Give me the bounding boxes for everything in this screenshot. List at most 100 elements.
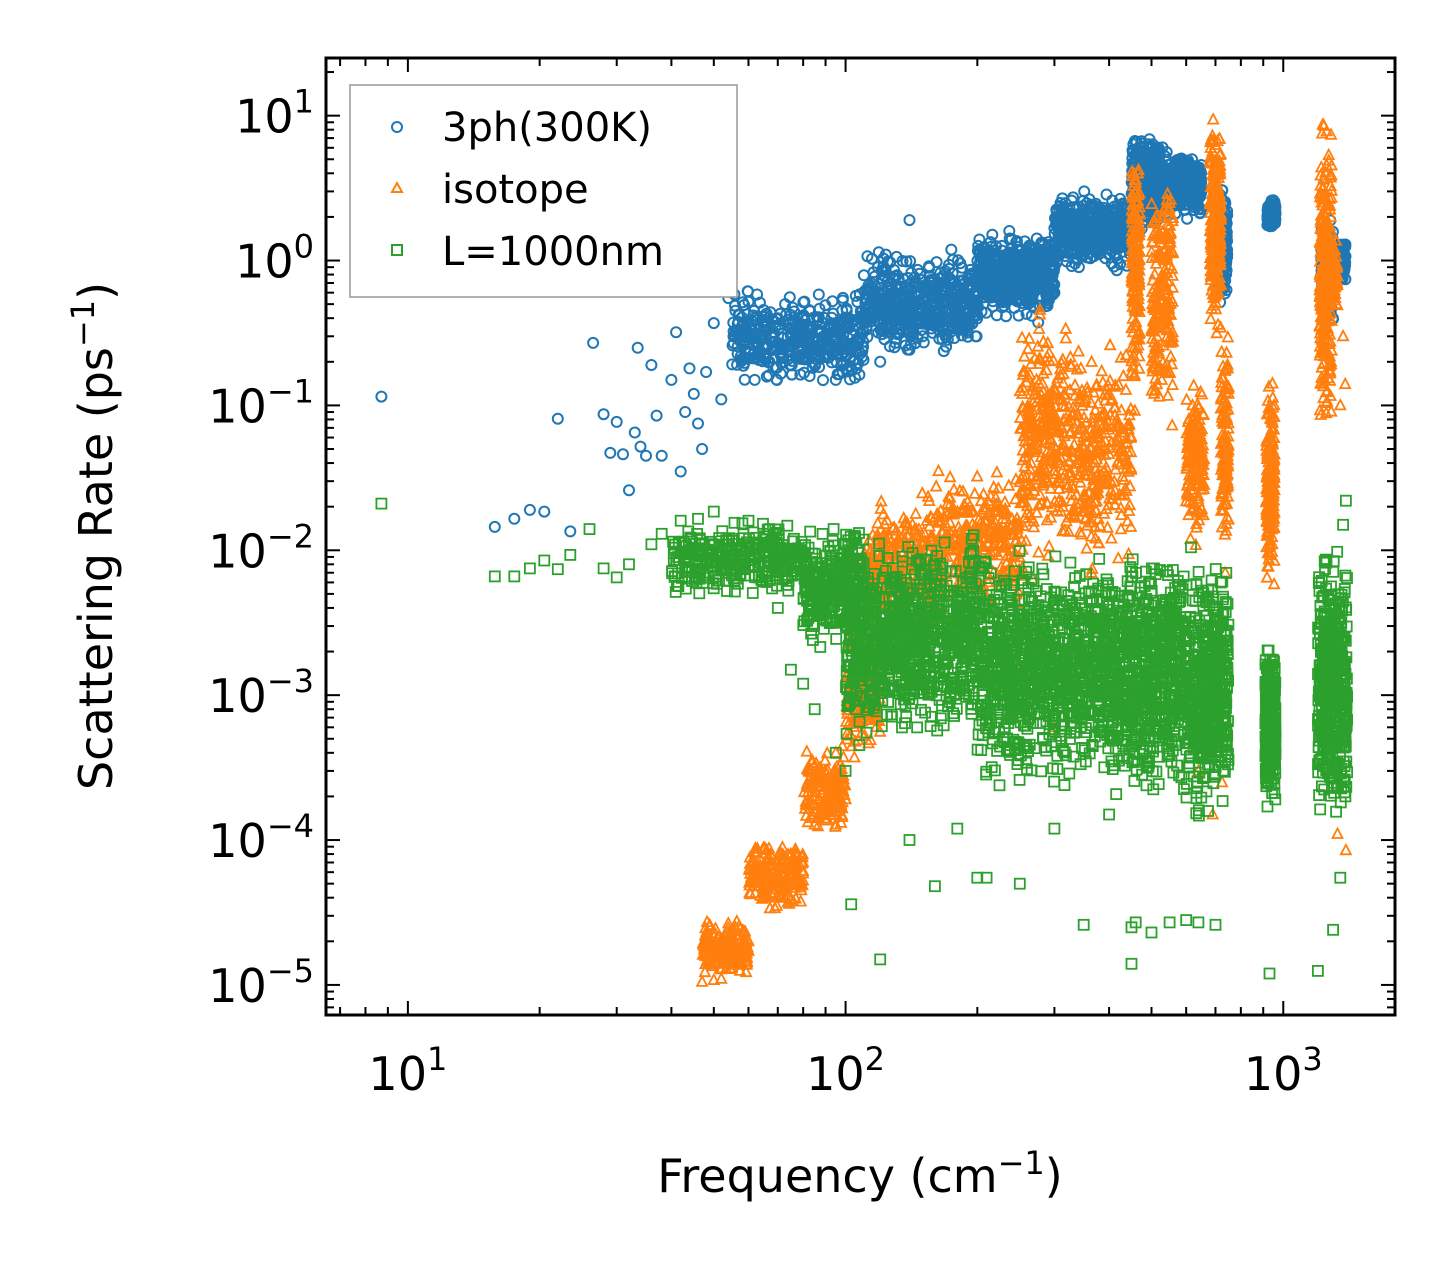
- data-point-circle-0: [623, 484, 635, 497]
- data-point-circle-0: [683, 362, 696, 375]
- data-point-circle-0: [726, 339, 739, 352]
- data-point-circle-0: [761, 325, 773, 337]
- data-point-circle-0: [813, 361, 826, 373]
- data-point-circle-0: [774, 349, 787, 361]
- data-point-circle-0: [738, 373, 751, 386]
- data-point-circle-0: [842, 313, 855, 326]
- data-point-circle-0: [743, 331, 756, 344]
- data-point-circle-0: [784, 309, 797, 321]
- data-point-triangle-1: [847, 750, 861, 763]
- data-point-circle-0: [819, 299, 832, 312]
- data-point-circle-0: [737, 359, 750, 372]
- data-point-circle-0: [853, 368, 866, 381]
- data-point-triangle-1: [1032, 545, 1045, 558]
- data-point-circle-0: [791, 322, 804, 335]
- data-point-circle-0: [604, 446, 617, 459]
- data-point-circle-0: [650, 409, 663, 422]
- data-point-triangle-1: [915, 485, 929, 499]
- data-point-circle-0: [715, 393, 728, 406]
- data-point-triangle-1: [990, 465, 1004, 478]
- data-point-circle-0: [759, 350, 772, 363]
- data-point-circle-0: [852, 357, 865, 370]
- data-point-circle-0: [903, 214, 916, 227]
- data-point-circle-0: [665, 373, 678, 386]
- data-point-circle-0: [743, 342, 756, 355]
- data-point-circle-0: [851, 336, 864, 349]
- data-point-triangle-1: [871, 516, 885, 529]
- data-point-circle-0: [628, 426, 641, 439]
- markers-layer: [375, 112, 1353, 987]
- data-point-circle-0: [844, 373, 856, 386]
- data-point-circle-0: [856, 345, 869, 357]
- data-point-circle-0: [798, 366, 810, 379]
- data-point-circle-0: [538, 505, 551, 518]
- data-point-circle-0: [812, 288, 825, 301]
- data-point-circle-0: [488, 520, 501, 533]
- data-point-triangle-1: [932, 463, 945, 477]
- data-point-triangle-1: [929, 479, 943, 492]
- data-point-circle-0: [645, 359, 658, 371]
- data-point-circle-0: [794, 334, 807, 347]
- data-point-circle-0: [679, 406, 692, 418]
- data-point-circle-0: [817, 374, 829, 387]
- data-point-circle-0: [758, 314, 771, 327]
- data-point-circle-0: [692, 417, 704, 430]
- data-point-circle-0: [1100, 188, 1113, 201]
- data-point-triangle-1: [943, 469, 957, 483]
- data-point-circle-0: [597, 408, 610, 421]
- data-point-circle-0: [857, 269, 870, 282]
- data-point-circle-0: [795, 348, 807, 361]
- data-point-circle-0: [856, 351, 868, 363]
- data-point-circle-0: [729, 324, 742, 337]
- data-point-circle-0: [655, 449, 668, 462]
- data-point-circle-0: [508, 512, 521, 525]
- data-point-circle-0: [631, 341, 644, 354]
- data-point-circle-0: [945, 243, 958, 256]
- data-point-circle-0: [700, 366, 713, 378]
- data-point-circle-0: [848, 353, 861, 366]
- data-point-circle-0: [813, 302, 826, 315]
- data-point-circle-0: [610, 415, 623, 428]
- data-point-circle-0: [812, 314, 825, 327]
- data-point-circle-0: [836, 294, 849, 307]
- data-point-circle-0: [840, 362, 853, 375]
- data-point-triangle-1: [1042, 539, 1056, 552]
- data-point-triangle-1: [800, 744, 814, 757]
- data-point-circle-0: [753, 296, 766, 309]
- data-point-circle-0: [551, 412, 564, 425]
- data-point-circle-0: [818, 311, 831, 324]
- data-point-circle-0: [751, 314, 764, 326]
- data-point-circle-0: [762, 369, 775, 382]
- data-point-circle-0: [797, 296, 810, 309]
- data-point-circle-0: [707, 317, 720, 330]
- data-point-triangle-1: [968, 486, 982, 499]
- data-point-circle-0: [732, 308, 745, 321]
- data-point-circle-0: [771, 361, 784, 374]
- data-point-circle-0: [564, 525, 577, 538]
- data-point-circle-0: [824, 342, 837, 355]
- data-point-circle-0: [523, 503, 536, 516]
- data-point-circle-0: [785, 359, 798, 372]
- data-point-circle-0: [834, 325, 847, 338]
- data-point-circle-0: [784, 338, 797, 351]
- data-point-circle-0: [807, 341, 820, 354]
- data-point-circle-0: [741, 285, 754, 298]
- data-point-circle-0: [587, 336, 600, 349]
- data-point-circle-0: [736, 296, 749, 309]
- data-point-circle-0: [874, 355, 887, 368]
- data-point-circle-0: [797, 309, 810, 322]
- data-point-triangle-1: [909, 506, 923, 519]
- data-point-circle-0: [696, 443, 709, 455]
- data-point-circle-0: [748, 373, 761, 386]
- data-point-circle-0: [778, 339, 791, 352]
- data-point-circle-0: [674, 465, 687, 478]
- data-point-circle-0: [687, 387, 700, 400]
- data-point-circle-0: [786, 301, 799, 314]
- data-point-circle-0: [640, 449, 652, 462]
- data-point-circle-0: [375, 390, 388, 403]
- data-point-circle-0: [670, 326, 683, 339]
- data-point-circle-0: [617, 448, 629, 461]
- data-point-triangle-1: [970, 469, 984, 482]
- data-point-circle-0: [806, 361, 819, 374]
